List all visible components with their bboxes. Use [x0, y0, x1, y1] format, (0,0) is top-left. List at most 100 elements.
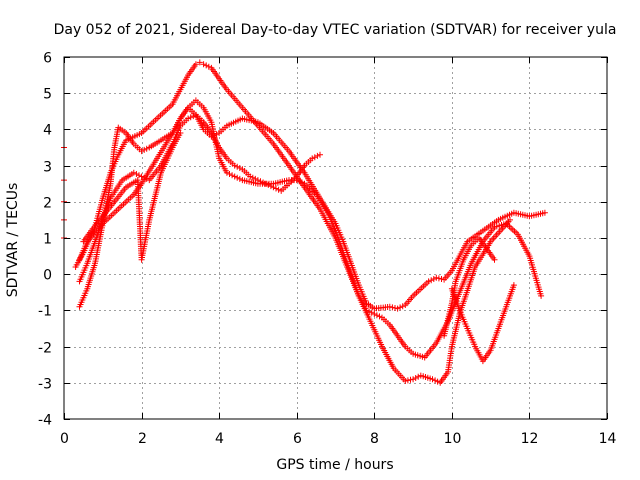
y-tick-label: -2: [38, 341, 52, 357]
series-marker: [145, 219, 152, 226]
series-marker: [404, 377, 411, 384]
series-marker: [392, 305, 398, 311]
series-marker: [268, 139, 275, 146]
series-marker: [268, 128, 275, 135]
series-marker: [407, 376, 414, 383]
series-marker: [384, 320, 391, 327]
series-marker: [366, 316, 373, 323]
series-marker: [311, 190, 318, 196]
series-marker: [430, 276, 437, 282]
series-marker: [347, 269, 354, 275]
y-tick-label: -4: [38, 413, 52, 429]
series-marker: [275, 186, 282, 193]
series-marker: [393, 330, 400, 337]
series-marker: [176, 117, 183, 124]
series-marker: [98, 215, 105, 222]
series-marker: [156, 164, 163, 171]
data-point: [200, 61, 207, 68]
series-marker: [447, 269, 454, 276]
series-marker: [397, 304, 404, 311]
series-marker: [408, 294, 415, 301]
series-marker: [373, 312, 380, 319]
series-marker: [362, 297, 369, 304]
series-marker: [190, 113, 197, 120]
series-marker: [331, 225, 338, 232]
series-marker: [234, 174, 241, 181]
series-marker: [83, 262, 90, 269]
series-marker: [176, 88, 183, 95]
series-marker: [176, 132, 183, 139]
series-marker: [339, 247, 346, 254]
series-marker: [168, 146, 175, 153]
x-tick-label: 2: [138, 431, 147, 447]
series-marker: [176, 125, 183, 131]
series-marker: [117, 179, 124, 186]
series-marker: [355, 290, 361, 297]
y-tick-label: -3: [38, 377, 52, 393]
series-marker: [315, 204, 322, 211]
series-marker: [401, 341, 407, 348]
series-marker: [167, 102, 174, 109]
series-marker: [107, 182, 114, 189]
data-point: [196, 59, 203, 66]
series-marker: [121, 186, 128, 193]
series-marker: [314, 152, 321, 159]
series-marker: [467, 244, 474, 251]
series-marker: [471, 266, 478, 273]
series-marker: [157, 172, 164, 178]
series-marker: [467, 262, 474, 269]
series-marker: [229, 172, 236, 179]
series-marker: [399, 303, 406, 310]
series-marker: [222, 84, 229, 91]
x-tick-label: 8: [370, 431, 379, 447]
y-axis-title: SDTVAR / TECUs: [5, 183, 21, 298]
series-marker: [245, 171, 252, 178]
x-tick-label: 12: [521, 431, 539, 447]
series-marker: [448, 345, 455, 352]
series-marker: [502, 306, 509, 312]
series-marker: [389, 363, 396, 370]
series-marker: [111, 146, 118, 153]
series-marker: [389, 304, 396, 311]
series-marker: [525, 251, 532, 258]
series-marker: [438, 276, 445, 282]
series-marker: [419, 353, 426, 360]
data-point: [138, 173, 145, 180]
series-marker: [463, 240, 470, 247]
series-marker: [490, 225, 497, 232]
series-marker: [184, 74, 190, 81]
series-marker: [121, 139, 128, 146]
series-marker: [486, 240, 493, 247]
series-marker: [152, 117, 159, 124]
series-marker: [539, 210, 546, 217]
series-marker: [136, 131, 143, 138]
x-axis-title: GPS time / hours: [276, 457, 393, 473]
y-tick-label: 6: [43, 51, 52, 67]
y-tick-label: 3: [43, 160, 52, 176]
series-marker: [368, 309, 375, 316]
series-marker: [443, 370, 450, 377]
series-marker: [323, 207, 330, 214]
series-marker: [369, 304, 376, 311]
series-marker: [187, 114, 194, 121]
series-marker: [366, 308, 373, 315]
series-marker: [482, 244, 489, 250]
x-tick-label: 6: [293, 431, 302, 447]
series-marker: [455, 291, 462, 298]
series-marker: [236, 175, 243, 182]
series-marker: [463, 323, 470, 330]
series-marker: [83, 287, 90, 294]
series-marker: [408, 349, 415, 355]
y-tick-label: -1: [38, 304, 52, 320]
series-marker: [513, 229, 520, 236]
series-marker: [434, 378, 441, 385]
series-marker: [207, 117, 214, 124]
series-marker: [427, 375, 434, 382]
series-marker: [471, 341, 478, 348]
series-marker: [455, 305, 462, 312]
series-marker: [376, 313, 383, 320]
chart-title: Day 052 of 2021, Sidereal Day-to-day VTE…: [54, 22, 617, 38]
x-tick-label: 14: [599, 431, 617, 447]
series-marker: [237, 102, 244, 109]
